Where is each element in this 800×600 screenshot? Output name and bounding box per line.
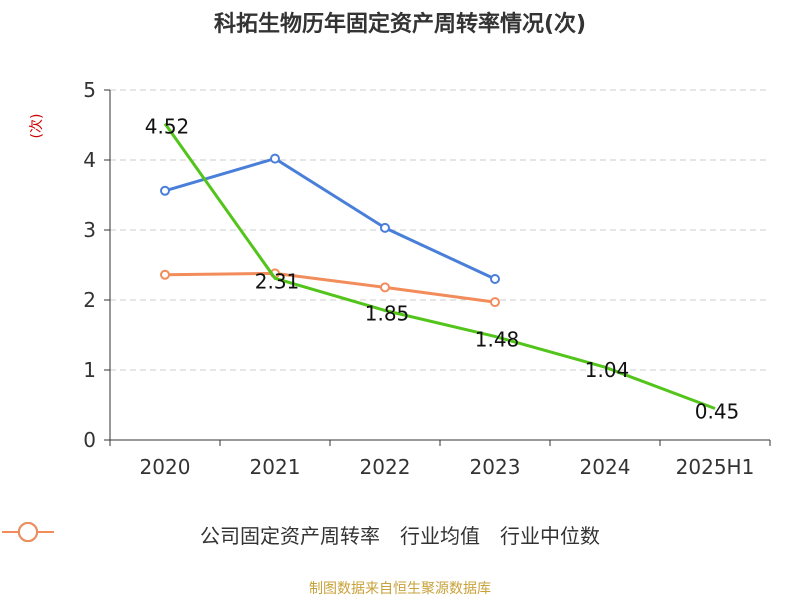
data-label: 1.04 <box>585 358 630 382</box>
legend: 公司固定资产周转率 行业均值 行业中位数 <box>0 520 800 549</box>
x-tick-label: 2024 <box>580 455 631 479</box>
chart-title: 科拓生物历年固定资产周转率情况(次) <box>213 12 587 37</box>
series-1 <box>160 153 500 284</box>
legend-label: 行业中位数 <box>500 524 600 548</box>
y-tick-label: 5 <box>83 78 96 102</box>
data-point <box>380 222 390 233</box>
x-tick-label: 2022 <box>360 455 411 479</box>
series-2 <box>160 268 500 308</box>
data-label: 1.85 <box>365 302 410 326</box>
x-tick-label: 2023 <box>470 455 521 479</box>
data-point <box>490 297 500 308</box>
data-label: 4.52 <box>145 115 190 139</box>
legend-label: 公司固定资产周转率 <box>200 524 380 548</box>
data-label: 0.45 <box>695 400 740 424</box>
data-point <box>270 153 280 164</box>
y-tick-label: 2 <box>83 288 96 312</box>
y-tick-label: 4 <box>83 148 96 172</box>
x-tick-label: 2021 <box>250 455 301 479</box>
legend-label: 行业均值 <box>400 524 480 548</box>
data-point <box>490 274 500 284</box>
legend-marker-icon <box>2 522 54 542</box>
data-point <box>160 185 170 196</box>
data-point <box>380 282 390 293</box>
series-0: 4.52 2.31 1.85 1.48 1.04 0.45 <box>145 115 740 424</box>
series-line <box>164 271 496 304</box>
legend-item[interactable]: 公司固定资产周转率 <box>2 520 380 549</box>
y-tick-label: 1 <box>83 358 96 382</box>
data-label: 2.31 <box>255 269 300 293</box>
series-line <box>164 156 496 281</box>
source-note: 制图数据来自恒生聚源数据库 <box>309 581 491 597</box>
x-tick-label: 2025H1 <box>676 455 755 479</box>
data-point <box>160 269 170 280</box>
y-tick-label: 0 <box>83 428 96 452</box>
legend-item[interactable]: 行业中位数 <box>2 520 600 549</box>
legend-item[interactable]: 行业均值 <box>2 520 480 549</box>
x-tick-label: 2020 <box>140 455 191 479</box>
y-tick-label: 3 <box>83 218 96 242</box>
data-label: 1.48 <box>475 327 520 351</box>
series-line <box>163 122 716 410</box>
